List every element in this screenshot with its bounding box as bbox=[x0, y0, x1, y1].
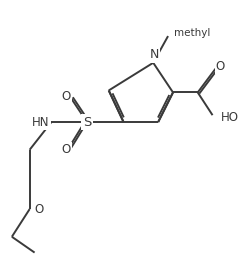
Text: O: O bbox=[62, 90, 71, 103]
Text: methyl: methyl bbox=[174, 28, 210, 38]
Text: S: S bbox=[83, 116, 91, 128]
Text: O: O bbox=[35, 203, 44, 215]
Text: O: O bbox=[216, 60, 225, 73]
Text: O: O bbox=[62, 143, 71, 156]
Text: HN: HN bbox=[32, 116, 49, 128]
Text: HO: HO bbox=[220, 111, 238, 124]
Text: N: N bbox=[150, 48, 159, 61]
